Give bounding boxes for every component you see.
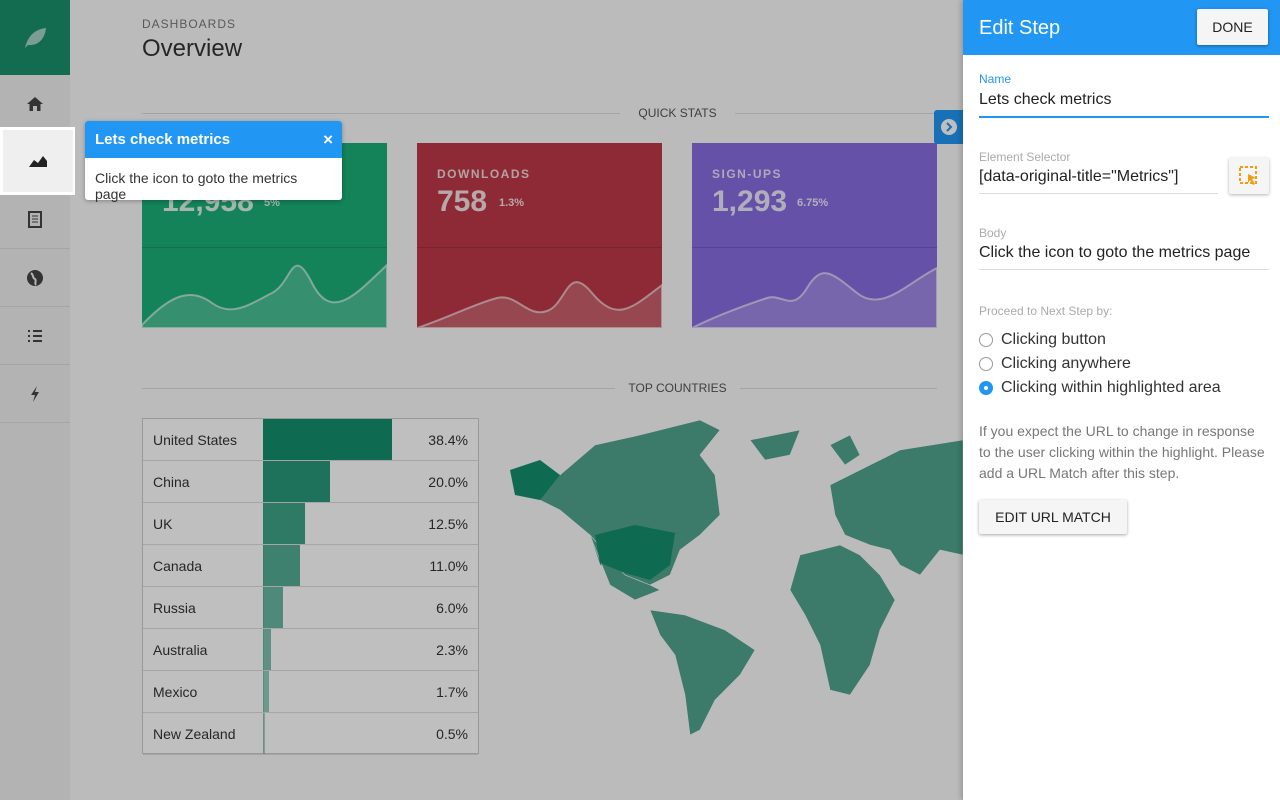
stat-divider xyxy=(142,247,387,248)
country-name: UK xyxy=(153,516,173,532)
column-divider xyxy=(263,671,264,713)
country-row: Russia 6.0% xyxy=(143,587,478,629)
country-row: Mexico 1.7% xyxy=(143,671,478,713)
radio-option[interactable]: Clicking within highlighted area xyxy=(979,379,1221,397)
countries-table: United States 38.4% China 20.0% UK 12.5% Canad… xyxy=(142,418,479,755)
radio-option[interactable]: Clicking anywhere xyxy=(979,355,1131,373)
panel-header: Edit Step DONE xyxy=(963,0,1280,55)
stat-value: 1,293 xyxy=(712,185,788,218)
edit-panel: Edit Step DONE Name Lets check metrics E… xyxy=(963,0,1280,800)
breadcrumb: DASHBOARDS xyxy=(142,17,237,31)
country-row: New Zealand 0.5% xyxy=(143,713,478,755)
radio-button[interactable] xyxy=(979,357,993,371)
stat-label: DOWNLOADS xyxy=(437,167,531,181)
country-row: Canada 11.0% xyxy=(143,545,478,587)
stat-divider xyxy=(417,247,662,248)
stat-label: SIGN-UPS xyxy=(712,167,783,181)
country-name: Australia xyxy=(153,642,208,658)
nav-reports[interactable] xyxy=(0,191,70,249)
radio-button[interactable] xyxy=(979,333,993,347)
logo[interactable] xyxy=(0,0,70,75)
column-divider xyxy=(263,713,264,755)
country-bar xyxy=(263,545,300,586)
country-name: China xyxy=(153,474,190,490)
country-bar xyxy=(263,503,305,544)
tooltip-close[interactable]: × xyxy=(323,130,333,149)
stat-value: 758 xyxy=(437,185,488,218)
stat-card: DOWNLOADS 758 1.3% xyxy=(417,143,662,328)
radio-button[interactable] xyxy=(979,381,993,395)
country-percent: 20.0% xyxy=(428,474,468,490)
tooltip: Lets check metrics × Click the icon to g… xyxy=(85,121,342,202)
country-row: Australia 2.3% xyxy=(143,629,478,671)
stat-change: 1.3% xyxy=(499,197,525,209)
section-title: QUICK STATS xyxy=(620,106,735,120)
stat-change: 6.75% xyxy=(797,197,829,209)
field-label: Body xyxy=(979,226,1007,240)
country-percent: 38.4% xyxy=(428,432,468,448)
radio-label: Clicking within highlighted area xyxy=(1001,379,1221,396)
country-percent: 1.7% xyxy=(436,684,468,700)
country-name: Mexico xyxy=(153,684,198,700)
country-row: United States 38.4% xyxy=(143,419,478,461)
tooltip-title: Lets check metrics xyxy=(85,121,342,158)
panel-toggle[interactable] xyxy=(934,110,964,144)
country-name: Russia xyxy=(153,600,196,616)
sparkline xyxy=(692,266,937,328)
done-button[interactable]: DONE xyxy=(1197,9,1268,45)
radio-option[interactable]: Clicking button xyxy=(979,331,1106,349)
divider xyxy=(142,113,937,114)
edit-url-match-button[interactable]: EDIT URL MATCH xyxy=(979,500,1127,534)
sparkline xyxy=(142,263,387,328)
selector-picker[interactable] xyxy=(1229,158,1269,194)
country-name: New Zealand xyxy=(153,726,236,742)
country-bar xyxy=(263,419,392,460)
sparkline xyxy=(417,281,662,328)
proceed-label: Proceed to Next Step by: xyxy=(979,304,1113,318)
country-row: China 20.0% xyxy=(143,461,478,503)
nav-list[interactable] xyxy=(0,307,70,365)
name-input[interactable]: Lets check metrics xyxy=(979,91,1269,118)
country-row: UK 12.5% xyxy=(143,503,478,545)
country-name: Canada xyxy=(153,558,203,574)
stat-change: 5% xyxy=(264,197,280,209)
field-label: Name xyxy=(979,72,1012,86)
dim-overlay xyxy=(0,0,963,800)
country-percent: 6.0% xyxy=(436,600,468,616)
country-percent: 11.0% xyxy=(429,558,468,574)
country-bar xyxy=(263,671,269,712)
world-map xyxy=(509,419,963,736)
field-label: Element Selector xyxy=(979,150,1071,164)
country-bar xyxy=(263,713,265,754)
country-bar xyxy=(263,629,271,670)
radio-label: Clicking button xyxy=(1001,331,1106,348)
country-percent: 0.5% xyxy=(436,726,468,742)
nav-bolt[interactable] xyxy=(0,365,70,423)
page-title: Overview xyxy=(142,35,243,62)
country-percent: 2.3% xyxy=(436,642,468,658)
country-bar xyxy=(263,461,331,502)
stat-card: SIGN-UPS 1,293 6.75% xyxy=(692,143,937,328)
country-name: United States xyxy=(153,432,238,448)
panel-title: Edit Step xyxy=(979,17,1061,39)
body-input[interactable]: Click the icon to goto the metrics page xyxy=(979,244,1269,270)
note: If you expect the URL to change in respo… xyxy=(979,423,1265,481)
stat-divider xyxy=(692,247,937,248)
divider xyxy=(142,388,937,389)
section-title: TOP COUNTRIES xyxy=(615,381,740,395)
country-bar xyxy=(263,587,284,628)
selector-input[interactable]: [data-original-title="Metrics"] xyxy=(979,168,1218,194)
nav-globe[interactable] xyxy=(0,249,70,307)
tooltip-body: Click the icon to goto the metrics page xyxy=(95,170,298,202)
country-percent: 12.5% xyxy=(428,516,468,532)
radio-label: Clicking anywhere xyxy=(1001,355,1131,372)
highlighted-element[interactable] xyxy=(0,127,75,195)
